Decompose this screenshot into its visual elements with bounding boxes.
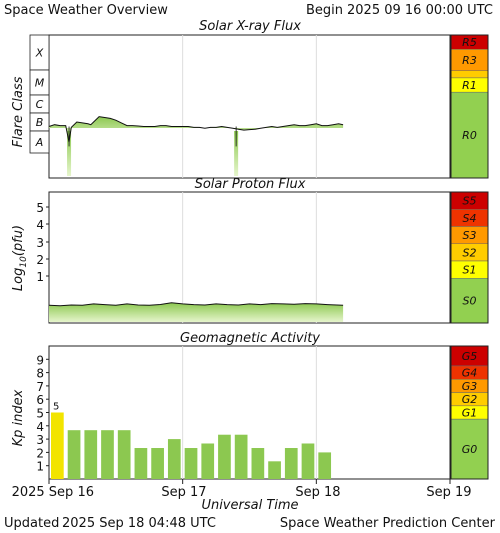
geomag-scale-label-G1: G1 bbox=[462, 407, 478, 420]
proton-title: Solar Proton Flux bbox=[195, 177, 306, 192]
kp-bar-3 bbox=[101, 430, 114, 479]
kp-bar-13 bbox=[268, 461, 281, 479]
geomag-scale-band-5 bbox=[450, 418, 489, 480]
geomag-scale-label-G2: G2 bbox=[462, 393, 478, 406]
kp-bar-8 bbox=[184, 448, 198, 479]
time-axis-ticks: 2025 Sep 16 Sep 17 Sep 18 Sep 19 bbox=[12, 479, 472, 500]
geomag-ytick-3: 3 bbox=[36, 433, 44, 447]
kp-bar-9 bbox=[201, 443, 215, 479]
xray-dip-1 bbox=[234, 131, 239, 176]
kp-bar-1 bbox=[67, 430, 81, 479]
begin-value: 2025 09 16 00:00 UTC bbox=[347, 3, 493, 18]
xray-scale-label-R3: R3 bbox=[462, 54, 477, 67]
proton-ylabel-main: Log bbox=[11, 268, 26, 291]
xray-class-label-A: A bbox=[35, 136, 44, 149]
geomag-ytick-7: 7 bbox=[36, 380, 44, 394]
credit-text: Space Weather Prediction Center bbox=[280, 516, 496, 531]
geomag-ytick-6: 6 bbox=[36, 393, 44, 407]
geomag-ytick-1: 1 bbox=[36, 460, 44, 474]
proton-scale-frame bbox=[450, 191, 489, 324]
kp-bar-10 bbox=[218, 434, 231, 479]
proton-scale-label-S4: S4 bbox=[463, 212, 477, 225]
xray-ylabel: Flare Class bbox=[11, 76, 26, 147]
xray-scale-band-2 bbox=[450, 70, 489, 79]
time-tick-label-1: Sep 17 bbox=[161, 485, 206, 500]
page-title: Space Weather Overview bbox=[4, 3, 168, 18]
xray-scale-frame bbox=[450, 34, 489, 179]
xray-flux-line bbox=[48, 116, 344, 143]
geomag-ytick-8: 8 bbox=[36, 367, 44, 381]
geomag-scale-label-G5: G5 bbox=[462, 350, 478, 363]
xray-scale-band-4 bbox=[450, 91, 489, 179]
geomag-scale-label-G0: G0 bbox=[462, 443, 478, 456]
geomag-ytick-5: 5 bbox=[36, 407, 44, 421]
xray-title: Solar X-ray Flux bbox=[199, 19, 301, 34]
proton-ytick-1: 1 bbox=[36, 270, 44, 284]
time-tick-label-0: 2025 Sep 16 bbox=[12, 485, 94, 500]
proton-scale-band-5 bbox=[450, 278, 489, 324]
proton-panel: 5 4 3 2 1 S5 S4 S3 S2 S1 S0 bbox=[36, 191, 489, 324]
geomag-ytick-2: 2 bbox=[36, 446, 44, 460]
geomag-ytick-4: 4 bbox=[36, 420, 44, 434]
kp-bar-11 bbox=[234, 434, 248, 479]
kp-bar-15 bbox=[301, 443, 315, 479]
xray-class-label-B: B bbox=[36, 116, 44, 129]
kp-bar-14 bbox=[284, 448, 298, 479]
kp-bar-12 bbox=[251, 448, 265, 479]
xray-plot-frame bbox=[48, 34, 451, 179]
kp-bar-6 bbox=[151, 448, 164, 479]
geomag-ylabel: Kp index bbox=[11, 389, 26, 446]
xray-class-box-A bbox=[29, 130, 50, 154]
xray-class-label-X: X bbox=[35, 47, 44, 60]
kp-bar-16 bbox=[318, 452, 332, 479]
proton-scale-label-S0: S0 bbox=[463, 295, 477, 308]
kp-bar-7 bbox=[167, 439, 181, 479]
proton-flux-area bbox=[49, 302, 344, 322]
updated-label: Updated bbox=[4, 516, 59, 531]
xray-scale-label-R1: R1 bbox=[462, 79, 477, 92]
geomag-scale-label-G3: G3 bbox=[462, 380, 478, 393]
proton-ylabel: Log10(pfu) bbox=[11, 225, 29, 291]
geomag-scale-frame bbox=[450, 345, 489, 480]
time-tick-label-2: Sep 18 bbox=[295, 485, 340, 500]
xray-scale-label-R0: R0 bbox=[462, 129, 477, 142]
proton-ytick-5: 5 bbox=[36, 201, 44, 215]
updated-value: 2025 Sep 18 04:48 UTC bbox=[62, 516, 216, 531]
proton-ytick-2: 2 bbox=[36, 253, 44, 267]
geomag-scale-label-G4: G4 bbox=[462, 367, 478, 380]
proton-scale-label-S5: S5 bbox=[463, 195, 477, 208]
kp-bar-0 bbox=[51, 412, 64, 479]
proton-flux-line bbox=[48, 302, 344, 307]
kp-bar-5 bbox=[134, 448, 148, 479]
xray-class-label-C: C bbox=[36, 98, 44, 111]
kp-bar-4 bbox=[117, 430, 131, 479]
proton-ylabel-sub: 10 bbox=[19, 256, 29, 268]
kp-bar-2 bbox=[84, 430, 98, 479]
kp-annotation: 5 bbox=[53, 402, 59, 413]
proton-plot-frame bbox=[48, 191, 451, 324]
xray-scale-label-R5: R5 bbox=[462, 36, 477, 49]
geomag-title: Geomagnetic Activity bbox=[180, 331, 320, 346]
xray-dip-0 bbox=[67, 131, 72, 176]
begin-label: Begin bbox=[306, 3, 343, 18]
proton-ytick-4: 4 bbox=[36, 218, 44, 232]
proton-scale-label-S2: S2 bbox=[463, 246, 477, 259]
geomag-ytick-9: 9 bbox=[36, 353, 44, 367]
proton-scale-label-S1: S1 bbox=[463, 264, 477, 277]
xray-class-label-M: M bbox=[35, 77, 45, 90]
time-tick-label-3: Sep 19 bbox=[426, 485, 471, 500]
proton-ylabel-tail: (pfu) bbox=[11, 225, 26, 256]
time-axis-label: Universal Time bbox=[201, 498, 298, 513]
proton-ytick-3: 3 bbox=[36, 236, 44, 250]
geomag-plot-frame bbox=[48, 345, 451, 480]
proton-scale-label-S3: S3 bbox=[463, 229, 477, 242]
